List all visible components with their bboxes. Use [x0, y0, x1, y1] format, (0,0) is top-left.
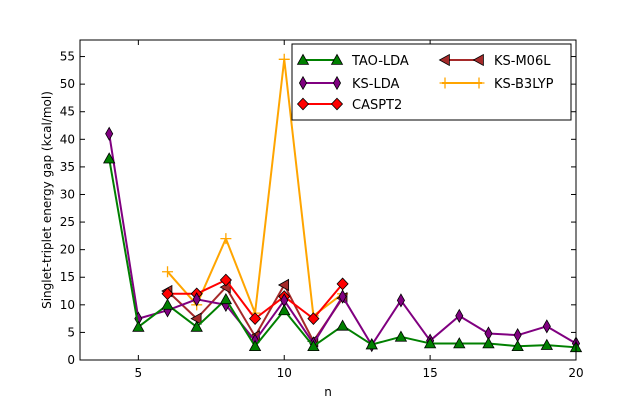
data-point-tao-lda: [453, 337, 466, 349]
data-point-tao-lda: [540, 338, 554, 350]
data-point-ks-lda: [396, 293, 405, 308]
data-point-tao-lda: [423, 337, 437, 349]
x-tick-label: 15: [422, 366, 437, 380]
data-point-tao-lda: [219, 292, 233, 305]
data-point-ks-lda: [455, 308, 464, 323]
chart-marks: [102, 53, 583, 353]
data-point-ks-lda: [542, 319, 551, 334]
legend-entry-ks-lda: KS-LDA: [298, 75, 399, 92]
x-tick-label: 20: [568, 366, 583, 380]
data-point-tao-lda: [102, 152, 116, 164]
legend-marker-ks-b3lyp: [473, 77, 485, 89]
data-point-caspt2: [219, 273, 232, 287]
y-tick-label: 35: [60, 160, 75, 174]
y-tick-label: 20: [60, 243, 75, 257]
y-tick-label: 50: [60, 77, 75, 91]
data-point-tao-lda: [365, 338, 378, 350]
legend-marker-ks-m06l: [472, 53, 484, 67]
data-point-tao-lda: [394, 330, 408, 342]
legend-entry-caspt2: CASPT2: [296, 97, 402, 113]
data-point-ks-b3lyp: [278, 53, 290, 65]
legend-label-ks-lda: KS-LDA: [352, 77, 399, 92]
y-tick-label: 15: [60, 270, 75, 284]
y-axis-label: Singlet-triplet energy gap (kcal/mol): [40, 91, 54, 309]
data-point-ks-lda: [338, 289, 347, 304]
series-tao-lda: [102, 152, 583, 353]
data-point-tao-lda: [161, 298, 174, 310]
data-point-caspt2: [249, 312, 262, 325]
plot-frame: [79, 39, 577, 361]
legend-marker-ks-m06l: [438, 53, 450, 67]
data-point-ks-lda: [192, 292, 201, 307]
data-point-tao-lda: [278, 304, 291, 316]
chart-axes: 5 10 15 20 0 5 10 15 20 25 30 35 40 45 50 55: [60, 39, 584, 380]
data-point-ks-b3lyp: [220, 233, 232, 245]
y-tick-label: 30: [60, 187, 75, 201]
data-point-ks-lda: [105, 126, 114, 141]
x-axis-label: n: [324, 385, 332, 399]
legend-marker-ks-lda: [298, 75, 308, 91]
legend-label-caspt2: CASPT2: [352, 98, 402, 113]
legend-entry-ks-m06l: KS-M06L: [438, 53, 551, 69]
data-point-tao-lda: [307, 339, 320, 352]
y-tick-label: 25: [60, 215, 75, 229]
x-tick-label: 5: [135, 366, 143, 380]
y-tick-label: 45: [60, 105, 75, 119]
legend-entry-tao-lda: TAO-LDA: [296, 53, 409, 69]
y-tick-label: 10: [60, 298, 75, 312]
legend-marker-ks-b3lyp: [439, 77, 451, 89]
legend-label-tao-lda: TAO-LDA: [351, 54, 409, 69]
data-point-ks-b3lyp: [162, 266, 174, 278]
data-point-caspt2: [307, 312, 320, 325]
y-tick-label: 0: [67, 353, 75, 367]
legend: TAO-LDA KS-LDA CASPT2 KS-M06L KS-B3LYP: [291, 43, 572, 121]
data-point-ks-m06l: [277, 278, 290, 292]
data-point-tao-lda: [248, 339, 262, 352]
legend-marker-caspt2: [330, 97, 344, 111]
legend-marker-caspt2: [296, 97, 310, 111]
data-point-tao-lda: [336, 319, 349, 331]
legend-entry-ks-b3lyp: KS-B3LYP: [439, 77, 554, 92]
data-point-tao-lda: [511, 339, 524, 352]
data-point-tao-lda: [132, 320, 145, 332]
y-tick-label: 40: [60, 132, 75, 146]
y-tick-label: 55: [60, 50, 75, 64]
legend-label-ks-b3lyp: KS-B3LYP: [494, 77, 554, 92]
legend-marker-tao-lda: [330, 53, 344, 65]
legend-marker-ks-lda: [332, 75, 342, 91]
legend-label-ks-m06l: KS-M06L: [494, 54, 551, 69]
data-point-ks-m06l: [190, 312, 202, 325]
data-point-tao-lda: [190, 320, 203, 332]
x-tick-label: 10: [277, 366, 292, 380]
legend-marker-tao-lda: [296, 53, 310, 65]
data-point-tao-lda: [482, 337, 495, 349]
y-tick-label: 5: [67, 325, 75, 339]
